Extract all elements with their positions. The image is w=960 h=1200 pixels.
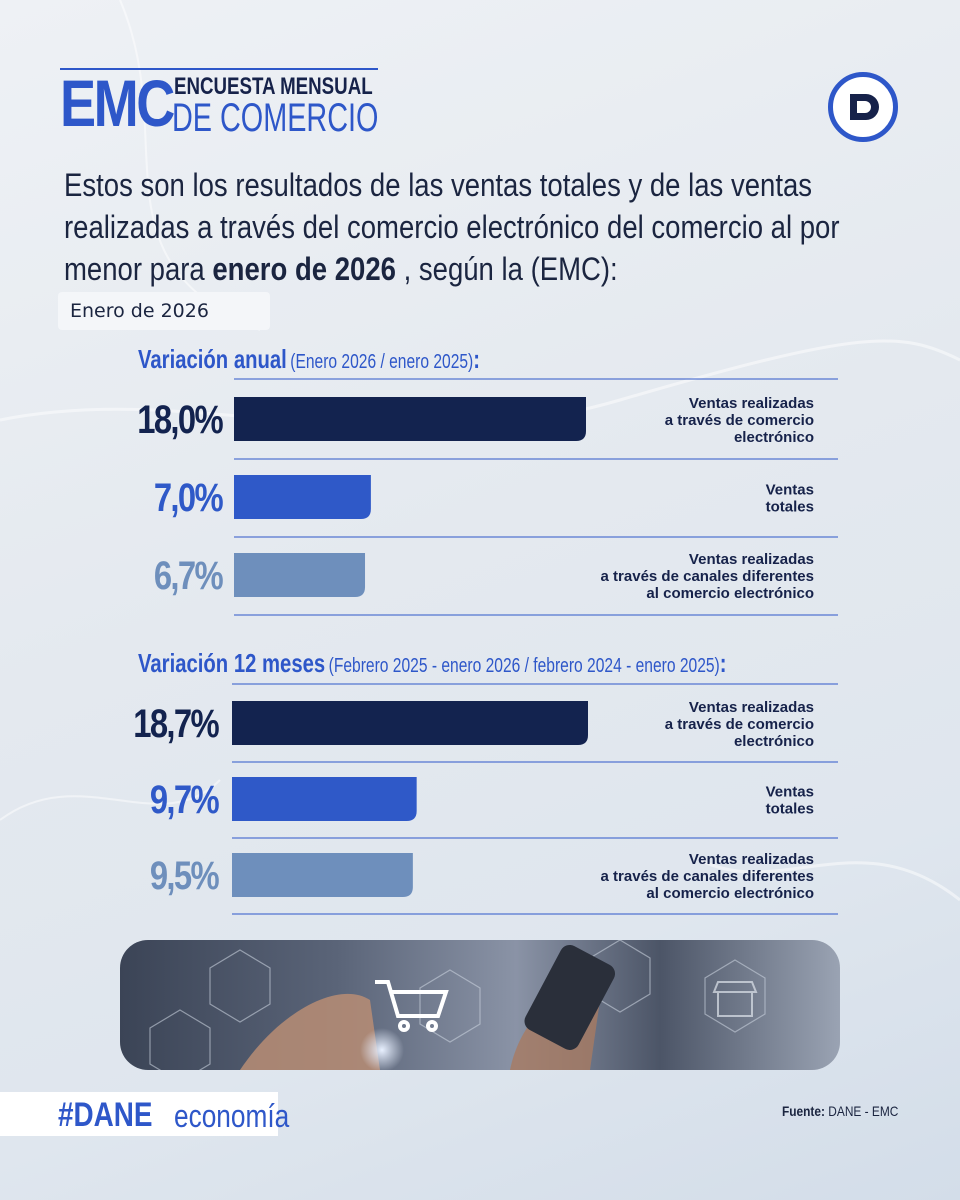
chart-0-label-2-line-1: a través de canales diferentes <box>601 568 814 585</box>
chart-0-label-1-line-0: Ventas <box>766 482 814 499</box>
chart-0-label-0-line-2: electrónico <box>734 429 814 446</box>
chart-0-label-2-line-0: Ventas realizadas <box>689 551 814 568</box>
chart-1-label-0-line-2: electrónico <box>734 733 814 750</box>
chart-1-value-1: 9,7% <box>150 777 219 822</box>
annual-subtitle: (Enero 2026 / enero 2025) <box>290 351 474 373</box>
twelve-month-subtitle: (Febrero 2025 - enero 2026 / febrero 202… <box>328 655 720 677</box>
chart-0-value-2: 6,7% <box>154 553 223 598</box>
hashtag-banner: #DANE economía <box>0 1092 289 1136</box>
chart-0-label-1-line-1: totales <box>766 499 814 516</box>
chart-0-bar-1 <box>234 475 371 519</box>
chart-1-label-1-line-1: totales <box>766 801 814 818</box>
hashtag-bold: #DANE <box>58 1096 153 1134</box>
chart-0-value-1: 7,0% <box>154 475 223 520</box>
period-chip: Enero de 2026 <box>58 292 270 330</box>
source-note: Fuente: DANE - EMC <box>782 1103 898 1119</box>
shopping-cart-icon <box>375 980 449 1032</box>
store-icon <box>712 981 758 1017</box>
brand-line2: DE COMERCIO <box>172 96 379 140</box>
chart-1-bar-1 <box>232 777 417 821</box>
section-title-annual: Variación anual (Enero 2026 / enero 2025… <box>138 344 481 374</box>
emc-brand: EMC ENCUESTA MENSUAL DE COMERCIO <box>60 68 390 138</box>
chart-1-label-0-line-0: Ventas realizadas <box>689 699 814 716</box>
chart-1-value-2: 9,5% <box>150 853 219 898</box>
hashtag-regular: economía <box>174 1098 290 1134</box>
chart-0-label-2-line-2: al comercio electrónico <box>646 585 814 602</box>
source-value: DANE - EMC <box>828 1103 899 1119</box>
chart-1-label-2-line-2: al comercio electrónico <box>646 885 814 902</box>
brand-short: EMC <box>60 66 175 140</box>
chart-1-bar-2 <box>232 853 413 897</box>
chart-0-label-0-line-0: Ventas realizadas <box>689 395 814 412</box>
chart-1-label-0-line-1: a través de comercio <box>665 716 814 733</box>
intro-period: enero de 2026 <box>212 251 396 287</box>
intro-after: , según la (EMC): <box>403 251 618 287</box>
chart-1-value-0: 18,7% <box>133 701 219 746</box>
chart-0-bar-0 <box>234 397 586 441</box>
source-label: Fuente: <box>782 1103 825 1119</box>
brand-line1: ENCUESTA MENSUAL <box>174 73 373 100</box>
brand-rule <box>60 68 378 70</box>
intro-text: Estos son los resultados de las ventas t… <box>64 164 907 290</box>
chart-0-value-0: 18,0% <box>137 397 223 442</box>
chart-1-label-2-line-1: a través de canales diferentes <box>601 868 814 885</box>
annual-title: Variación anual <box>138 344 287 374</box>
dane-logo-icon <box>828 72 898 142</box>
section-title-12m: Variación 12 meses (Febrero 2025 - enero… <box>138 648 727 678</box>
chart-0-bar-2 <box>234 553 366 597</box>
chart-1-label-2-line-0: Ventas realizadas <box>689 851 814 868</box>
chart-1-label-1-line-0: Ventas <box>766 784 814 801</box>
intro-before: Estos son los resultados de las ventas t… <box>64 167 840 287</box>
chart-1-bar-0 <box>232 701 588 745</box>
chart-0-label-0-line-1: a través de comercio <box>665 412 814 429</box>
ecommerce-photo <box>120 940 840 1070</box>
twelve-month-title: Variación 12 meses <box>138 648 326 678</box>
